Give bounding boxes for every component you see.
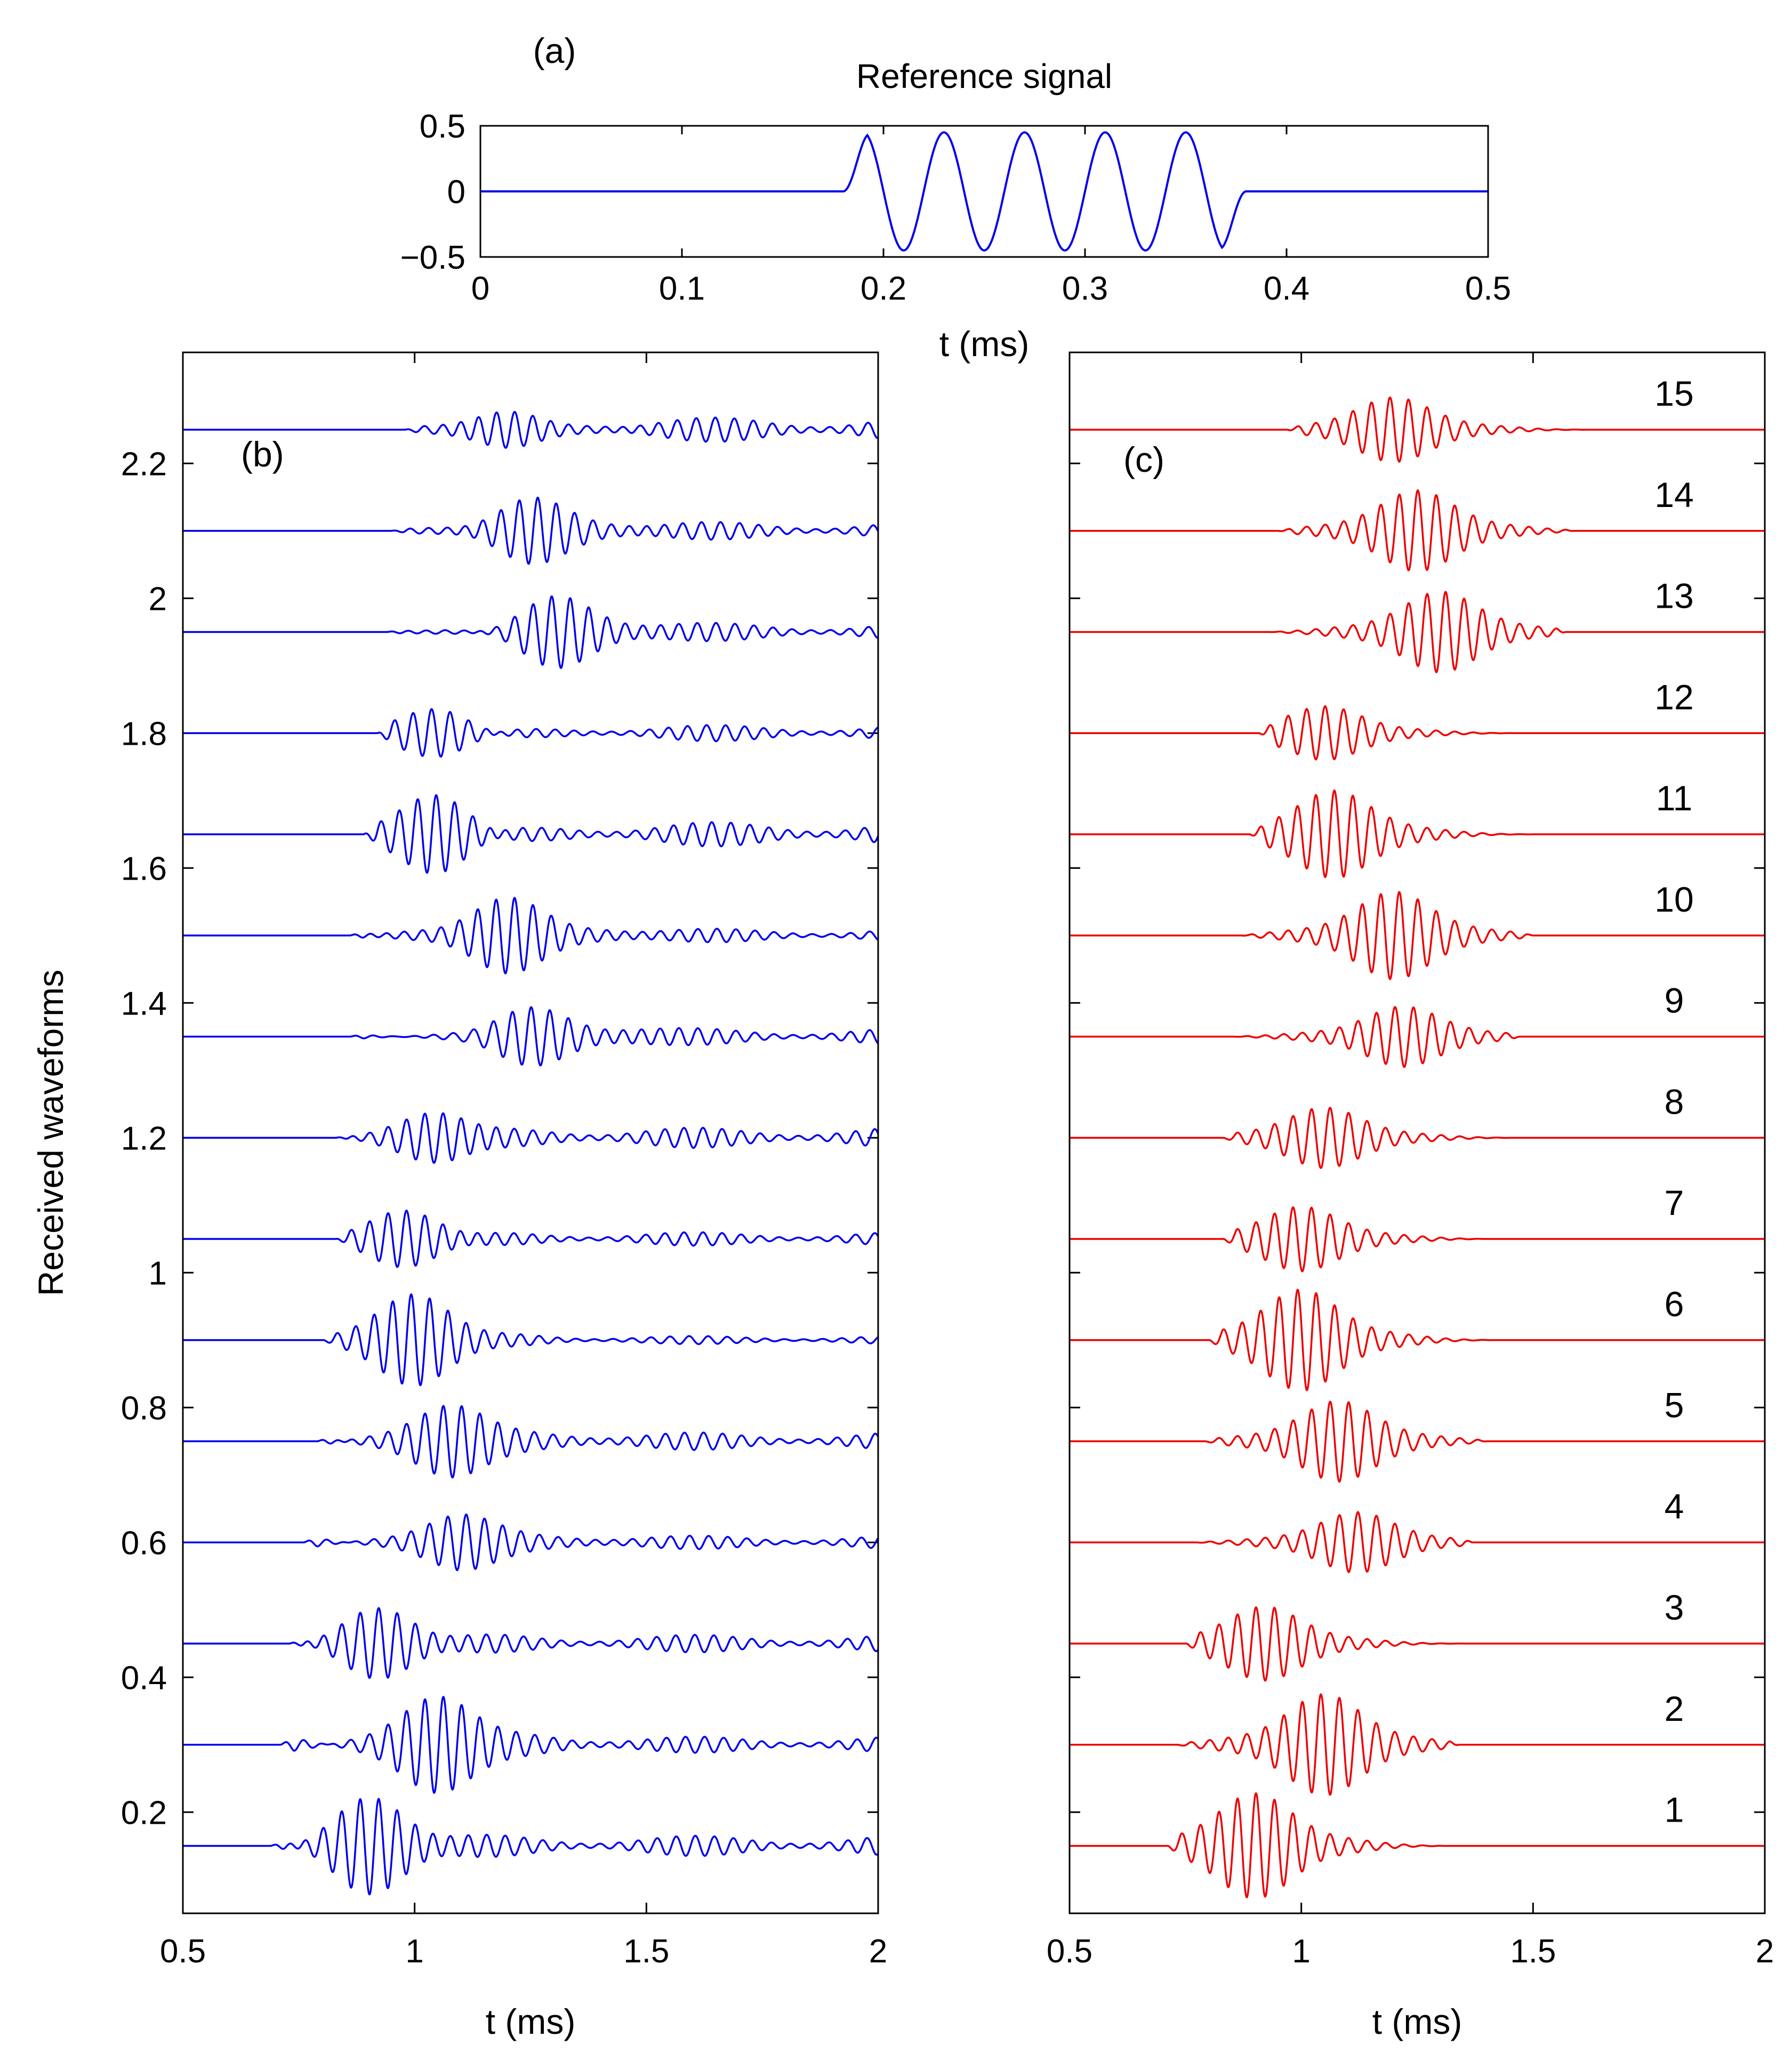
panel-c-ticks: 0.5 1 1.5 2	[1047, 352, 1774, 1970]
panel-c-trace-number-11: 11	[1656, 778, 1693, 818]
panel-c-trace-number-1: 1	[1665, 1790, 1684, 1830]
panel-a-x-tick-label: 0.1	[659, 270, 705, 307]
panel-b-y-axis-label: Received waveforms	[31, 970, 70, 1297]
panel-b-waveform-14	[183, 496, 879, 565]
panel-c-axes-box	[1068, 351, 1766, 1914]
panel-a-axes-box	[479, 125, 1489, 258]
panel-b-y-tick-label: 1.8	[121, 715, 167, 752]
panel-b-x-tick-label: 0.5	[160, 1933, 206, 1970]
panel-b-received-waveforms: 0.5 1 1.5 2 0.2 0.4 0.6 0.8 1 1.2 1.4 1.6 1.8 2 2.2 (b…	[31, 351, 887, 2041]
panel-b-y-tick-label: 0.8	[121, 1390, 167, 1427]
panel-c-trace-number-8: 8	[1665, 1082, 1684, 1121]
panel-c-trace-number-3: 3	[1665, 1588, 1684, 1627]
panel-b-y-tick-label: 1.6	[121, 850, 167, 887]
panel-a-ticks: 0 0.1 0.2 0.3 0.4 0.5−0.500.5	[400, 108, 1512, 307]
panel-b-waveform-5	[183, 1405, 879, 1479]
panel-c-trace-number-2: 2	[1665, 1689, 1684, 1728]
panel-b-x-tick-label: 1.5	[623, 1933, 669, 1970]
panel-c-waveform-4	[1070, 1511, 1765, 1573]
panel-b-waveform-10	[183, 897, 879, 975]
panel-b-waveform-3	[183, 1607, 879, 1679]
panel-a-label: (a)	[533, 31, 576, 70]
panel-c-waveform-9	[1070, 1005, 1765, 1068]
panel-a-reference-waveform	[480, 131, 1488, 252]
panel-a-x-tick-label: 0.2	[861, 270, 906, 307]
panel-c-waveform-1	[1070, 1792, 1765, 1899]
panel-a-y-tick-label: 0.5	[420, 108, 465, 145]
panel-c-waveform-10	[1070, 891, 1765, 980]
panel-b-label: (b)	[241, 434, 284, 474]
panel-c-waveform-5	[1070, 1400, 1765, 1483]
panel-c-trace-number-13: 13	[1654, 576, 1693, 616]
panel-c-waveform-15	[1070, 396, 1765, 463]
panel-c-trace-number-15: 15	[1654, 374, 1693, 413]
panel-b-waveform-1	[183, 1798, 879, 1896]
panel-b-waveform-7	[183, 1209, 879, 1268]
panel-a-title: Reference signal	[856, 57, 1112, 95]
panel-b-x-axis-label: t (ms)	[486, 2002, 576, 2041]
panel-b-x-tick-label: 2	[869, 1933, 887, 1970]
panel-c-x-tick-label: 1	[1292, 1933, 1310, 1970]
panel-c-x-axis-label: t (ms)	[1372, 2002, 1462, 2041]
panel-c-trace-number-10: 10	[1654, 880, 1693, 919]
panel-a-x-axis-label: t (ms)	[939, 324, 1030, 364]
panel-c-waveform-13	[1070, 591, 1765, 674]
panel-a-reference-signal: (a) Reference signal 0 0.1 0.2 0.3 0.4 0.5 −0.…	[400, 31, 1512, 364]
panel-c-waveform-8	[1070, 1107, 1765, 1169]
panel-c-waveform-7	[1070, 1206, 1765, 1273]
panel-a-y-tick-label: −0.5	[400, 239, 465, 276]
panel-a-x-tick-label: 0.3	[1062, 270, 1108, 307]
panel-b-axes-box	[182, 351, 879, 1914]
panel-b-ticks: 0.5 1 1.5 2 0.2 0.4 0.6 0.8 1 1.2 1.4 1.6 1.8 2 2.2	[121, 352, 887, 1970]
panel-c-waveform-12	[1070, 705, 1765, 761]
panel-c-waveform-2	[1070, 1693, 1765, 1796]
panel-b-waveform-4	[183, 1513, 879, 1571]
panel-b-waveform-11	[183, 794, 879, 874]
panel-c-x-tick-label: 2	[1756, 1933, 1774, 1970]
panel-c-waveform-14	[1070, 489, 1765, 571]
panel-c-trace-number-14: 14	[1654, 475, 1693, 514]
panel-b-waveform-2	[183, 1696, 879, 1794]
panel-b-waveform-15	[183, 410, 879, 449]
panel-c-trace-number-9: 9	[1665, 981, 1684, 1020]
panel-c-trace-number-6: 6	[1665, 1284, 1684, 1324]
panel-c-trace-number-7: 7	[1665, 1183, 1684, 1222]
panel-b-series-group	[183, 410, 879, 1896]
panel-c-waveform-11	[1070, 789, 1765, 879]
panel-c-waveform-6	[1070, 1289, 1765, 1391]
panel-b-y-tick-label: 1.4	[121, 985, 167, 1022]
panel-c-trace-number-5: 5	[1665, 1386, 1684, 1425]
panel-b-waveform-12	[183, 708, 879, 758]
panel-b-y-tick-label: 1	[149, 1255, 167, 1292]
panel-a-x-tick-label: 0.4	[1264, 270, 1309, 307]
panel-b-waveform-8	[183, 1112, 879, 1164]
panel-c-series-group	[1070, 396, 1765, 1899]
panel-b-y-tick-label: 2	[149, 581, 167, 617]
panel-c-waveform-3	[1070, 1606, 1765, 1682]
panel-a-y-tick-label: 0	[447, 174, 465, 211]
panel-b-y-tick-label: 2.2	[121, 446, 167, 482]
panel-c-trace-number-12: 12	[1654, 677, 1693, 716]
panel-b-y-tick-label: 0.6	[121, 1525, 167, 1561]
panel-b-y-tick-label: 0.2	[121, 1794, 167, 1831]
panel-b-waveform-13	[183, 595, 879, 670]
panel-b-y-tick-label: 0.4	[121, 1660, 167, 1696]
panel-c-x-tick-label: 1.5	[1510, 1933, 1556, 1970]
panel-b-waveform-9	[183, 1006, 879, 1067]
panel-a-x-tick-label: 0	[471, 270, 489, 307]
panel-c-trace-number-4: 4	[1665, 1486, 1684, 1526]
panel-b-waveform-6	[183, 1293, 879, 1387]
panel-b-y-tick-label: 1.2	[121, 1120, 167, 1157]
panel-b-x-tick-label: 1	[405, 1933, 423, 1970]
panel-c-label: (c)	[1123, 440, 1164, 479]
panel-a-x-tick-label: 0.5	[1465, 270, 1511, 307]
panel-c-x-tick-label: 0.5	[1047, 1933, 1092, 1970]
